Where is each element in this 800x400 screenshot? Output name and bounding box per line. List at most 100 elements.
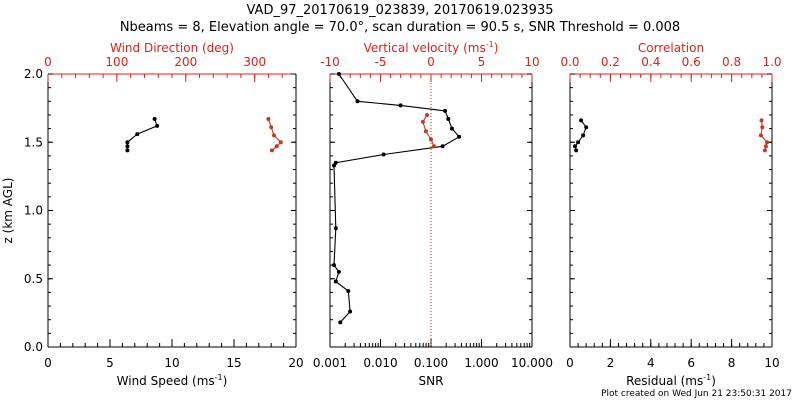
bottom-tick-label: 10: [764, 356, 779, 370]
wind-direction-point: [274, 144, 279, 149]
wind-speed-point: [125, 144, 130, 149]
top-tick-label: 0: [427, 55, 435, 69]
top-tick-label: -5: [375, 55, 387, 69]
top-tick-label: 5: [478, 55, 486, 69]
title-line-2: Nbeams = 8, Elevation angle = 70.0°, sca…: [120, 20, 680, 35]
vertical-velocity-point: [423, 129, 428, 134]
bottom-tick-label: 1.000: [464, 356, 498, 370]
top-axis-label-sup: -1: [486, 40, 494, 49]
bottom-axis-label-end: ): [711, 374, 716, 388]
top-axis-label: Correlation: [638, 41, 704, 55]
plot-created-footer: Plot created on Wed Jun 21 23:50:31 2017: [601, 389, 792, 399]
vertical-velocity-point: [425, 113, 429, 117]
title-line-1: VAD_97_20170619_023839, 20170619.023935: [247, 3, 554, 18]
top-tick-label: 100: [105, 55, 128, 69]
wind-direction-point: [266, 117, 271, 121]
bottom-tick-label: 10: [164, 356, 179, 370]
snr-point: [346, 289, 351, 293]
snr-point: [440, 144, 445, 149]
bottom-axis-label-end: ): [223, 374, 228, 388]
correlation-point: [759, 118, 764, 123]
bottom-axis-label-text: Residual (ms: [626, 374, 703, 388]
wind-speed-point: [155, 123, 160, 128]
residual-point: [574, 148, 579, 153]
wind-direction-point: [269, 125, 274, 130]
snr-panel: 0.001 0.010 0.100 1.000 10.000 SNR -10 -5 0 5 10 Ve…: [313, 40, 553, 388]
correlation-point: [765, 140, 769, 145]
top-tick-label: 0.2: [601, 55, 620, 69]
wind-panel: 0.0 0.5 1.0 1.5 2.0 z (km AGL) 0 5 10 15 20 Wind Sp…: [1, 41, 304, 388]
residual-panel: 0 2 4 6 8 10 Residual (ms-1) 0.0 0.2 0.4 0.6 0.8 1.0…: [560, 41, 781, 388]
bottom-axis-label-sup: -1: [215, 373, 223, 382]
bottom-tick-label: 2: [607, 356, 615, 370]
snr-point: [398, 103, 403, 108]
snr-line: [333, 73, 460, 323]
top-tick-label: 0.0: [560, 55, 579, 69]
wind-speed-point: [125, 140, 130, 145]
residual-point: [576, 140, 581, 145]
bottom-tick-label: 0: [566, 356, 574, 370]
residual-point: [581, 133, 586, 138]
bottom-axis-label: Residual (ms-1): [626, 373, 716, 388]
bottom-tick-label: 15: [226, 356, 241, 370]
wind-speed-point: [125, 148, 130, 153]
bottom-tick-label: 0.001: [313, 356, 347, 370]
top-axis-label-text: Wind Direction (deg): [110, 41, 234, 55]
snr-point: [348, 309, 353, 314]
top-tick-label: 0: [44, 55, 52, 69]
snr-point: [332, 263, 336, 268]
y-tick-label: 1.0: [24, 204, 43, 218]
residual-point: [584, 125, 589, 130]
snr-point: [355, 99, 360, 104]
snr-point: [338, 320, 343, 325]
bottom-tick-label: 5: [106, 356, 114, 370]
bottom-axis-label: Wind Speed (ms-1): [117, 373, 228, 388]
correlation-point: [762, 148, 767, 153]
bottom-tick-label: 0: [44, 356, 52, 370]
snr-point: [457, 134, 462, 139]
vertical-velocity-point: [429, 137, 433, 142]
top-tick-label: 0.6: [682, 55, 701, 69]
bottom-axis-label-sup: -1: [703, 373, 711, 382]
bottom-tick-label: 4: [647, 356, 655, 370]
top-tick-label: 200: [174, 55, 197, 69]
snr-point: [332, 163, 336, 168]
correlation-point: [763, 144, 768, 149]
snr-point: [333, 279, 338, 284]
bottom-axis-label-text: SNR: [419, 374, 444, 388]
y-tick-label: 1.5: [24, 135, 43, 149]
bottom-axis-label: SNR: [419, 374, 444, 388]
bottom-tick-label: 0.100: [414, 356, 448, 370]
residual-point: [579, 118, 584, 123]
y-axis-label: z (km AGL): [1, 178, 15, 244]
bottom-tick-label: 8: [728, 356, 736, 370]
snr-point: [381, 152, 386, 157]
top-axis-label-end: ): [494, 41, 499, 55]
bottom-axis-label-text: Wind Speed (ms: [117, 374, 215, 388]
wind-direction-point: [278, 140, 283, 145]
snr-point: [336, 269, 341, 274]
correlation-point: [760, 125, 765, 130]
vertical-velocity-point: [420, 119, 425, 124]
y-tick-label: 0.0: [24, 340, 43, 354]
top-axis-label-text: Vertical velocity (ms: [364, 41, 486, 55]
snr-point: [336, 72, 341, 76]
y-tick-label: 0.5: [24, 272, 43, 286]
bottom-tick-label: 10.000: [511, 356, 553, 370]
top-tick-label: 1.0: [762, 55, 781, 69]
bottom-tick-label: 20: [288, 356, 303, 370]
top-tick-label: -10: [320, 55, 340, 69]
wind-speed-point: [135, 132, 140, 137]
residual-point: [573, 144, 577, 149]
wind-speed-point: [152, 117, 157, 121]
top-axis-label-text: Correlation: [638, 41, 704, 55]
top-tick-label: 0.8: [722, 55, 741, 69]
top-tick-label: 0.4: [641, 55, 660, 69]
top-axis-label: Vertical velocity (ms-1): [364, 40, 499, 55]
top-tick-label: 10: [524, 55, 539, 69]
snr-point: [333, 226, 338, 231]
wind-direction-point: [272, 133, 276, 138]
top-axis-label: Wind Direction (deg): [110, 41, 234, 55]
top-tick-label: 300: [243, 55, 266, 69]
